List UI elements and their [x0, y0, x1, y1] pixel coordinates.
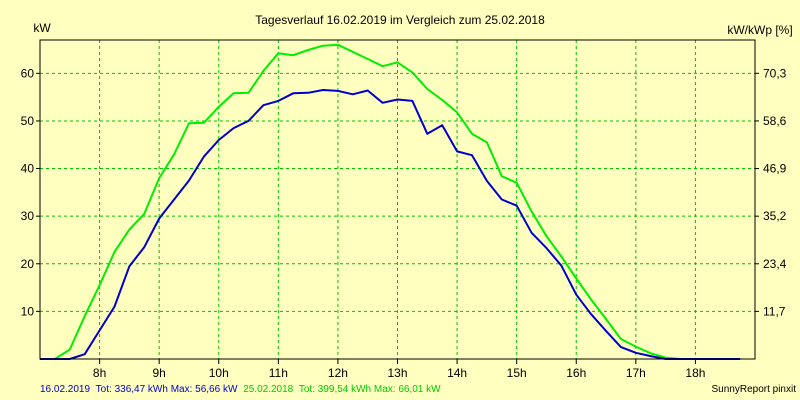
- y-tick-label-right: 35,2: [763, 209, 787, 223]
- y-tick-label-left: 30: [21, 209, 35, 223]
- y-axis-right-label: kW/kWp [%]: [727, 23, 792, 37]
- legend-series-1-stats: Tot: 336,47 kWh Max: 56,66 kW: [96, 384, 238, 395]
- y-tick-label-right: 58,6: [763, 114, 787, 128]
- x-tick-label: 14h: [447, 366, 467, 380]
- legend-series-2-date: 25.02.2018: [243, 384, 293, 395]
- y-tick-label-left: 60: [21, 66, 35, 80]
- series-line-1: [40, 89, 741, 360]
- y-tick-label-right: 46,9: [763, 162, 787, 176]
- y-tick-label-left: 50: [21, 114, 35, 128]
- series-lines: [40, 43, 741, 360]
- x-tick-label: 9h: [152, 366, 165, 380]
- y-tick-label-left: 40: [21, 162, 35, 176]
- legend-series-2-stats: Tot: 399,54 kWh Max: 66,01 kW: [299, 384, 441, 395]
- legend-line: 16.02.2019 Tot: 336,47 kWh Max: 56,66 kW…: [40, 384, 441, 395]
- y-axis-left-label: kW: [33, 21, 51, 35]
- x-tick-label: 8h: [93, 366, 106, 380]
- y-tick-label-left: 20: [21, 257, 35, 271]
- x-tick-label: 13h: [387, 366, 407, 380]
- x-tick-label: 10h: [209, 366, 229, 380]
- y-tick-label-right: 23,4: [763, 257, 787, 271]
- axis-ticks: 8h 9h 10h 11h 12h 13h 14h 15h 16h 17h 18h 10 11,7 20 2…: [21, 66, 787, 380]
- x-tick-label: 11h: [269, 366, 288, 380]
- y-tick-label-left: 10: [21, 304, 35, 318]
- x-tick-label: 17h: [626, 366, 646, 380]
- credit-text: SunnyReport pinxit: [712, 384, 797, 395]
- legend-series-1-date: 16.02.2019: [40, 384, 90, 395]
- y-tick-label-right: 11,7: [763, 304, 786, 318]
- x-tick-label: 15h: [507, 366, 527, 380]
- chart-title: Tagesverlauf 16.02.2019 im Vergleich zum…: [255, 13, 545, 27]
- x-tick-label: 12h: [328, 366, 348, 380]
- grid: [40, 40, 755, 359]
- x-tick-label: 16h: [566, 366, 586, 380]
- x-tick-label: 18h: [685, 366, 705, 380]
- series-line-2: [40, 43, 741, 360]
- y-tick-label-right: 70,3: [763, 66, 787, 80]
